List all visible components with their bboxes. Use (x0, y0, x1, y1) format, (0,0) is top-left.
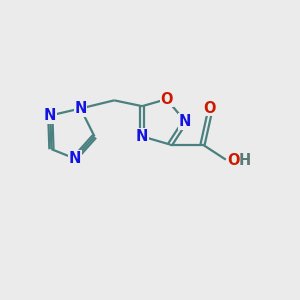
Text: N: N (136, 129, 148, 144)
Text: N: N (136, 129, 148, 144)
Text: N: N (44, 108, 56, 123)
Text: O: O (228, 153, 240, 168)
Text: N: N (74, 101, 87, 116)
Text: N: N (44, 108, 56, 123)
Text: O: O (228, 153, 240, 168)
Text: O: O (203, 100, 216, 116)
Text: N: N (68, 151, 81, 166)
Text: O: O (160, 92, 173, 107)
Text: N: N (179, 114, 191, 129)
Text: H: H (238, 153, 251, 168)
Text: N: N (74, 101, 87, 116)
Text: O: O (203, 100, 216, 116)
Text: O: O (160, 92, 173, 107)
Text: N: N (68, 151, 81, 166)
Text: N: N (179, 114, 191, 129)
